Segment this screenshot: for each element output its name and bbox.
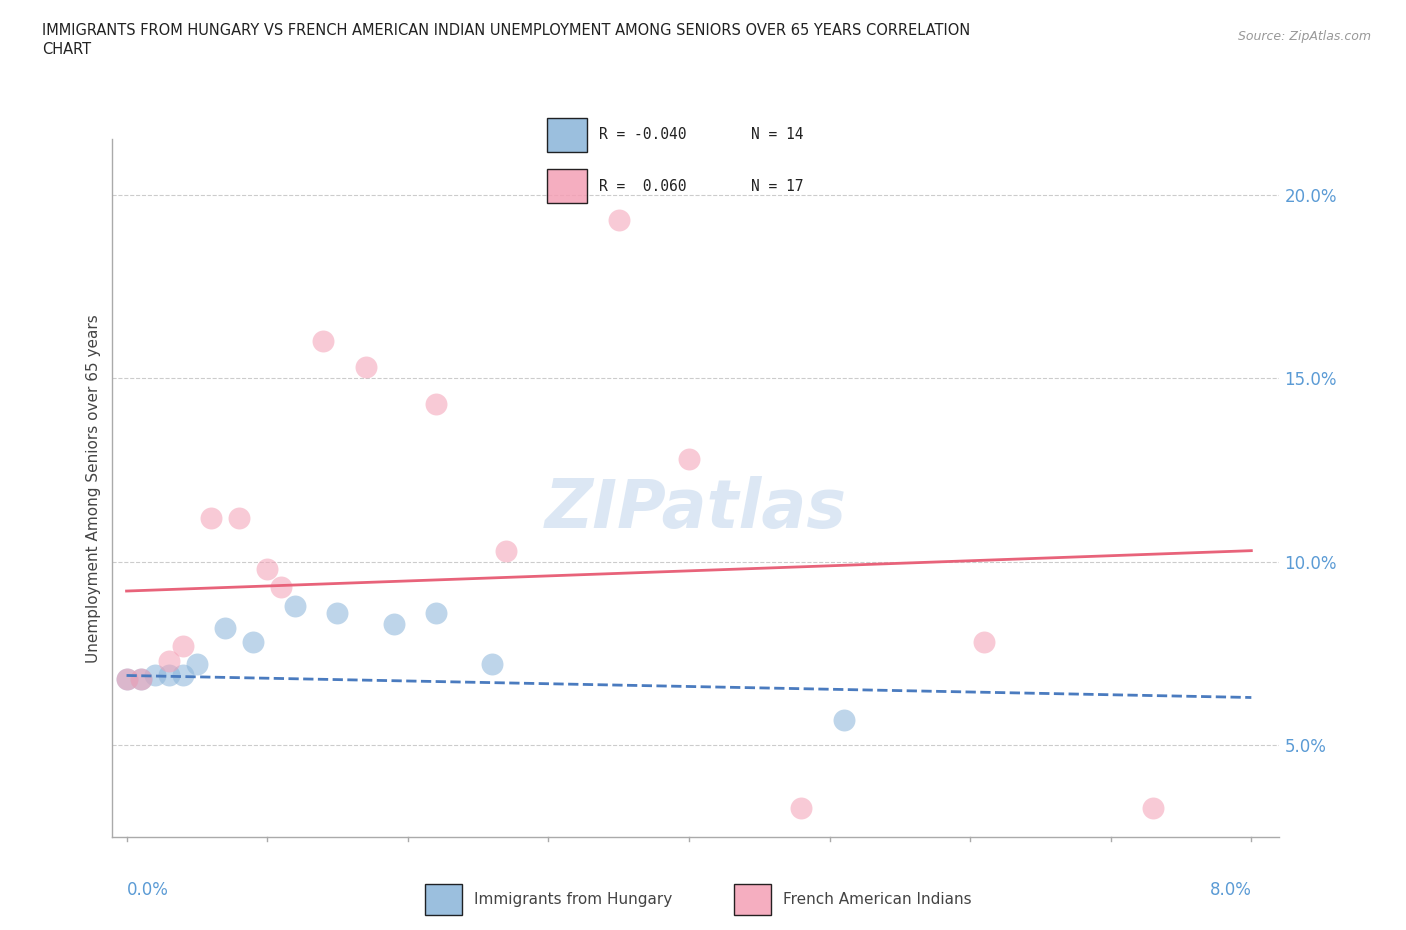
FancyBboxPatch shape: [425, 884, 461, 915]
Point: [425, 605, 447, 620]
Point: [495, 543, 517, 558]
Text: N = 14: N = 14: [751, 127, 803, 142]
Point: [157, 668, 180, 683]
Text: 8.0%: 8.0%: [1209, 881, 1251, 899]
Point: [115, 671, 138, 686]
FancyBboxPatch shape: [734, 884, 770, 915]
FancyBboxPatch shape: [547, 118, 586, 152]
Point: [382, 617, 405, 631]
Point: [678, 451, 700, 466]
Point: [228, 511, 250, 525]
Point: [115, 671, 138, 686]
Y-axis label: Unemployment Among Seniors over 65 years: Unemployment Among Seniors over 65 years: [86, 314, 101, 662]
Text: Source: ZipAtlas.com: Source: ZipAtlas.com: [1237, 30, 1371, 43]
Text: R =  0.060: R = 0.060: [599, 179, 686, 193]
Point: [214, 620, 236, 635]
Point: [200, 511, 222, 525]
Point: [186, 657, 208, 671]
Text: CHART: CHART: [42, 42, 91, 57]
Point: [607, 213, 630, 228]
Point: [481, 657, 503, 671]
Point: [284, 598, 307, 613]
Point: [1142, 800, 1164, 815]
Point: [312, 334, 335, 349]
FancyBboxPatch shape: [547, 169, 586, 204]
Point: [143, 668, 166, 683]
Text: ZIPatlas: ZIPatlas: [546, 476, 846, 542]
Point: [354, 360, 377, 375]
Point: [157, 654, 180, 669]
Text: R = -0.040: R = -0.040: [599, 127, 686, 142]
Point: [270, 580, 292, 595]
Text: 0.0%: 0.0%: [127, 881, 169, 899]
Text: Immigrants from Hungary: Immigrants from Hungary: [474, 892, 672, 907]
Point: [256, 562, 278, 577]
Point: [172, 668, 194, 683]
Point: [172, 639, 194, 654]
Point: [832, 712, 855, 727]
Point: [973, 635, 995, 650]
Point: [425, 396, 447, 411]
Text: N = 17: N = 17: [751, 179, 803, 193]
Point: [326, 605, 349, 620]
Point: [790, 800, 813, 815]
Point: [129, 671, 152, 686]
Text: IMMIGRANTS FROM HUNGARY VS FRENCH AMERICAN INDIAN UNEMPLOYMENT AMONG SENIORS OVE: IMMIGRANTS FROM HUNGARY VS FRENCH AMERIC…: [42, 23, 970, 38]
Text: French American Indians: French American Indians: [783, 892, 972, 907]
Point: [129, 671, 152, 686]
Point: [242, 635, 264, 650]
